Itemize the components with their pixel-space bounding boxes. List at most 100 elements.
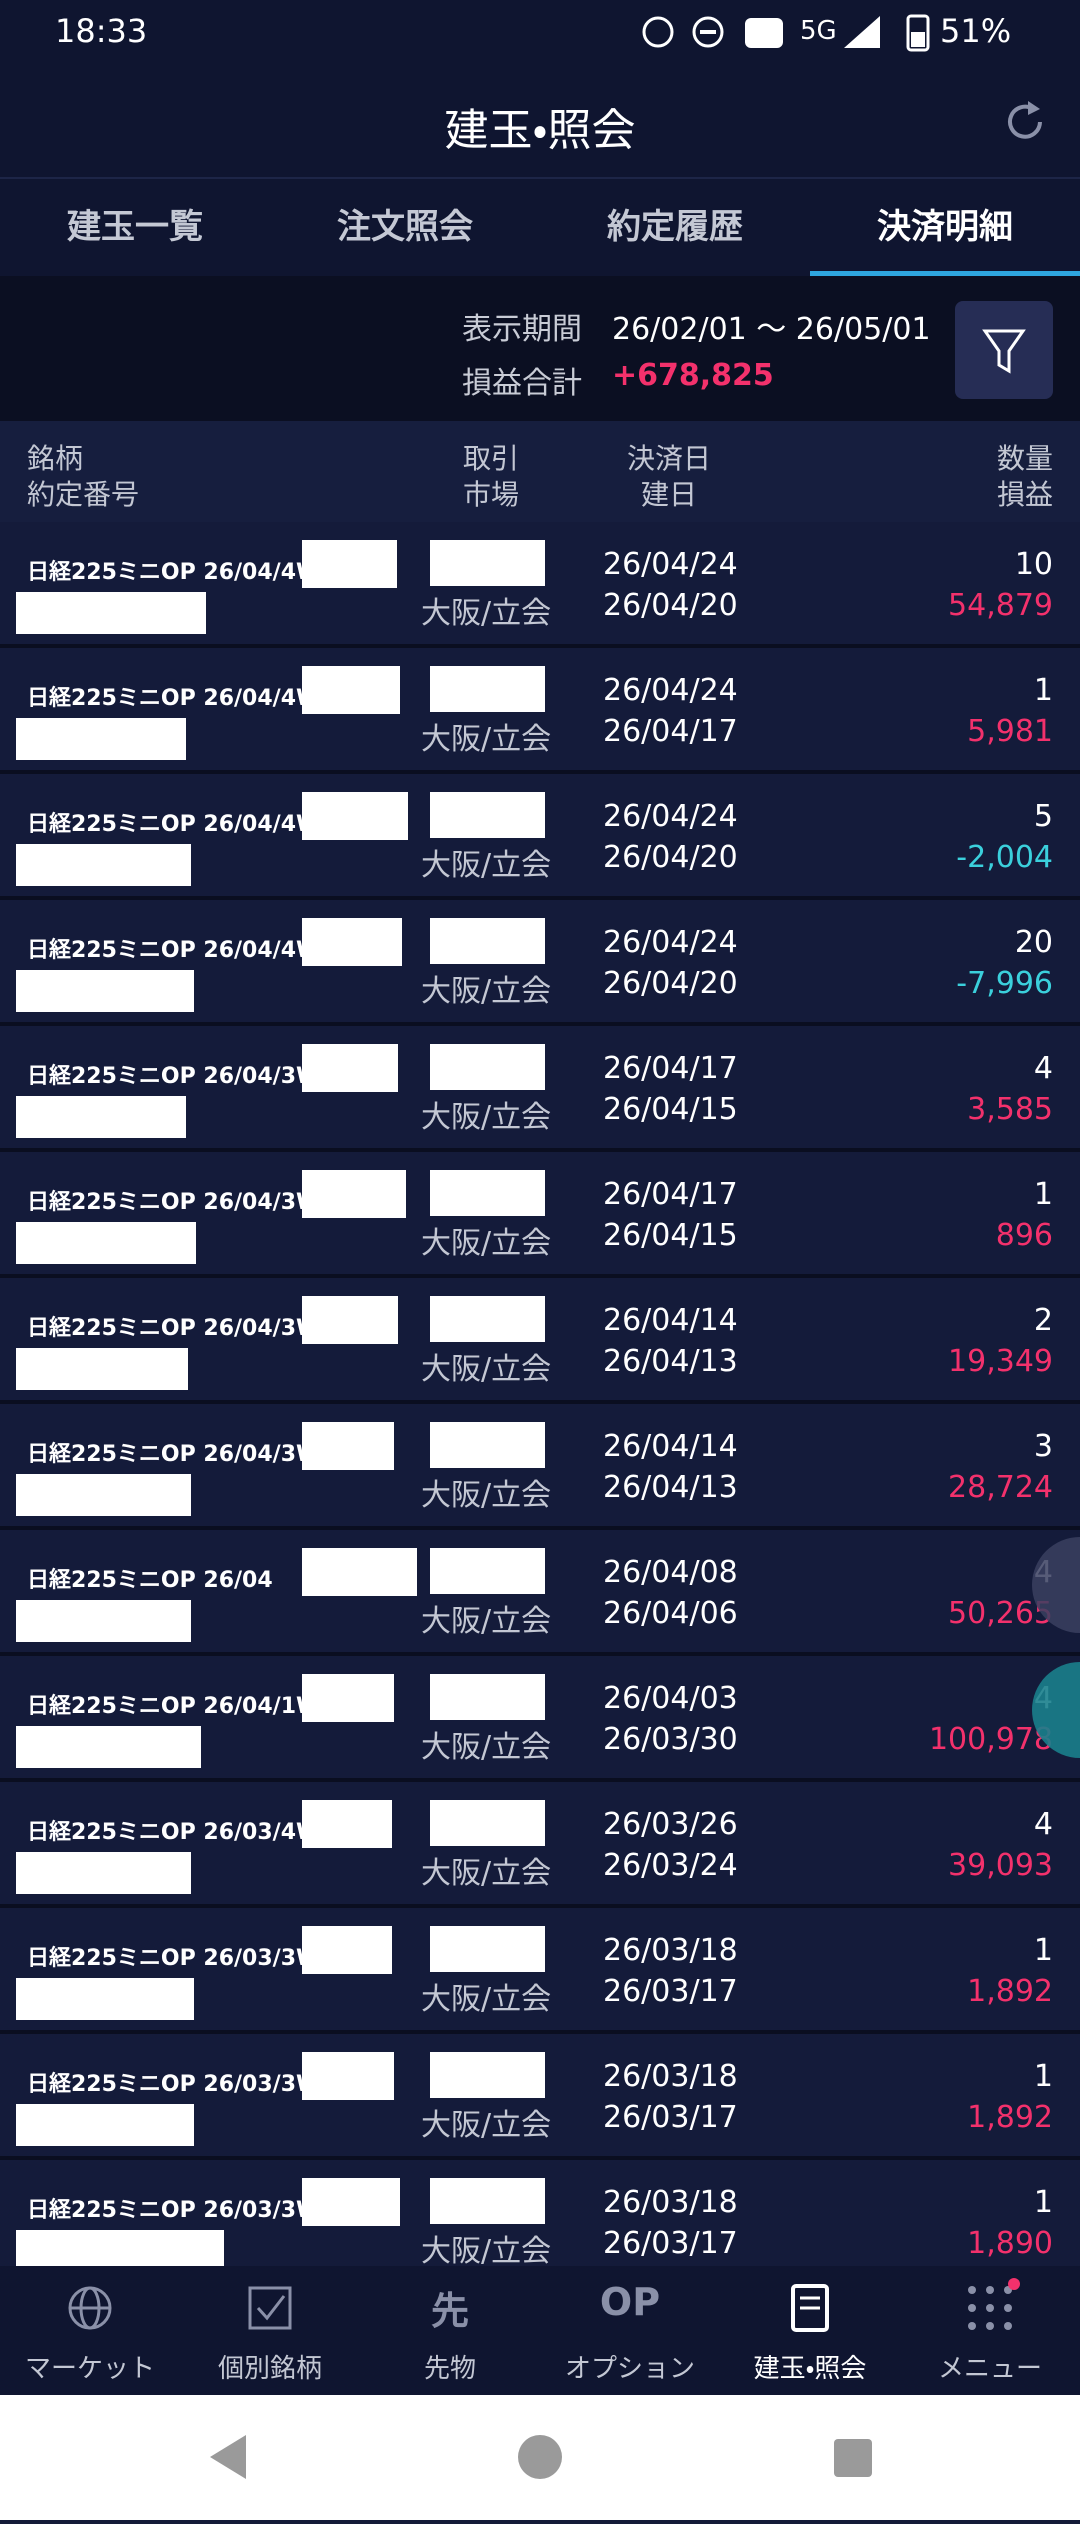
tab[interactable]: 約定履歴 — [607, 207, 743, 247]
quantity: 2 — [1033, 1303, 1053, 1338]
open-date: 26/04/20 — [603, 588, 738, 623]
quantity: 10 — [1014, 547, 1053, 582]
open-date: 26/04/06 — [603, 1596, 738, 1631]
settle-date: 26/03/26 — [603, 1807, 738, 1842]
redaction-box — [430, 2052, 545, 2098]
open-date: 26/03/30 — [603, 1722, 738, 1757]
pnl: 54,879 — [948, 588, 1053, 623]
settle-date: 26/03/18 — [603, 1933, 738, 1968]
redaction-box — [16, 1348, 188, 1390]
redaction-box — [16, 2230, 224, 2266]
settle-date: 26/03/18 — [603, 2059, 738, 2094]
pnl: 3,585 — [967, 1092, 1053, 1127]
settle-date: 26/04/03 — [603, 1681, 738, 1716]
pnl-label: 損益合計 — [462, 366, 582, 401]
nav-item[interactable]: メニュー — [900, 2266, 1080, 2395]
market: 大阪/立会 — [421, 1478, 552, 1513]
quantity: 5 — [1033, 799, 1053, 834]
quantity: 20 — [1014, 925, 1053, 960]
trade-list: 日経225ミニOP 26/04/4W 大阪/立会 26/04/24 26/04/20 1… — [0, 522, 1080, 2266]
col-settle-date: 決済日 — [627, 442, 712, 475]
tab[interactable]: 建玉一覧 — [67, 207, 203, 247]
nav-item[interactable]: 建玉・照会 — [720, 2266, 900, 2395]
nav-label: 建玉・照会 — [753, 2354, 867, 2384]
trade-row[interactable]: 日経225ミニOP 26/04/3W 大阪/立会 26/04/17 26/04/15 4… — [0, 1026, 1080, 1148]
market: 大阪/立会 — [421, 974, 552, 1009]
instrument-name: 日経225ミニOP 26/04/3W — [27, 1064, 321, 1089]
period-value: 26/02/01 〜 26/05/01 — [612, 312, 931, 347]
trade-row[interactable]: 日経225ミニOP 26/03/4W 大阪/立会 26/03/26 26/03/24 4… — [0, 1782, 1080, 1904]
redaction-box — [430, 792, 545, 838]
nav-label: マーケット — [24, 2354, 155, 2384]
trade-row[interactable]: 日経225ミニOP 26/04/1W大阪/立会26/04/0326/03/304… — [0, 1656, 1080, 1778]
quantity: 1 — [1033, 1177, 1053, 1212]
col-quantity: 数量 — [996, 442, 1053, 475]
nav-item[interactable]: OP オプション — [540, 2266, 720, 2395]
redaction-box — [430, 2178, 545, 2224]
nav-icon-text: OP — [599, 2280, 661, 2324]
nav-item[interactable]: マーケット — [0, 2266, 180, 2395]
trade-row[interactable]: 日経225ミニOP 26/03/3W 大阪/立会 26/03/18 26/03/17 1… — [0, 1908, 1080, 2030]
redaction-box — [302, 1422, 394, 1470]
bottom-nav: マーケット 個別銘柄 先先物 OP オプション 建玉・照会 メニュー — [0, 2266, 1080, 2395]
pnl: 5,981 — [967, 714, 1053, 749]
nav-item[interactable]: 先先物 — [360, 2266, 540, 2395]
settle-date: 26/04/17 — [603, 1177, 738, 1212]
redaction-box — [302, 1800, 392, 1848]
trade-row[interactable]: 日経225ミニOP 26/04/4W 大阪/立会 26/04/24 26/04/17 1… — [0, 648, 1080, 770]
filter-button[interactable] — [955, 301, 1053, 399]
tab[interactable]: 決済明細 — [810, 179, 1080, 276]
trade-row[interactable]: 日経225ミニOP 26/04大阪/立会26/04/0826/04/06450,… — [0, 1530, 1080, 1652]
open-date: 26/04/20 — [603, 966, 738, 1001]
redaction-box — [430, 1422, 545, 1468]
col-open-date: 建日 — [641, 478, 698, 511]
redaction-box — [16, 1978, 194, 2020]
redaction-box — [302, 792, 408, 840]
nav-icon-text: 先 — [430, 2289, 469, 2333]
market: 大阪/立会 — [421, 1226, 552, 1261]
tab[interactable]: 注文照会 — [337, 207, 473, 247]
open-date: 26/03/17 — [603, 2100, 738, 2135]
floating-buttons[interactable] — [1020, 1535, 1080, 1765]
redaction-box — [16, 1852, 191, 1894]
market: 大阪/立会 — [421, 848, 552, 883]
market: 大阪/立会 — [421, 722, 552, 757]
instrument-name: 日経225ミニOP 26/04/4W — [27, 812, 321, 837]
battery-icon — [906, 14, 930, 52]
redaction-box — [302, 540, 397, 588]
column-header: 銘柄 約定番号 取引 市場 決済日 建日 数量 損益 — [0, 421, 1080, 522]
redaction-box — [302, 1674, 394, 1722]
header: 建玉・照会 — [0, 64, 1080, 179]
pnl: 39,093 — [948, 1848, 1053, 1883]
redaction-box — [430, 1674, 545, 1720]
instrument-name: 日経225ミニOP 26/03/3W — [27, 2072, 321, 2097]
trade-row[interactable]: 日経225ミニOP 26/03/3W 大阪/立会 26/03/18 26/03/17 1… — [0, 2034, 1080, 2156]
trade-row[interactable]: 日経225ミニOP 26/03/3W 大阪/立会 26/03/18 26/03/17 1… — [0, 2160, 1080, 2266]
refresh-button[interactable] — [1000, 97, 1050, 147]
instrument-name: 日経225ミニOP 26/03/4W — [27, 1820, 321, 1845]
redaction-box — [302, 1548, 417, 1596]
settle-date: 26/04/24 — [603, 673, 738, 708]
settle-date: 26/04/08 — [603, 1555, 738, 1590]
trade-row[interactable]: 日経225ミニOP 26/04/4W 大阪/立会 26/04/24 26/04/20 5… — [0, 774, 1080, 896]
redaction-box — [430, 1926, 545, 1972]
redaction-box — [16, 718, 186, 760]
trade-row[interactable]: 日経225ミニOP 26/04/3W 大阪/立会 26/04/14 26/04/13 3… — [0, 1404, 1080, 1526]
redaction-box — [16, 592, 206, 634]
nav-item[interactable]: 個別銘柄 — [180, 2266, 360, 2395]
filter-icon — [982, 329, 1026, 374]
signal-icon — [844, 16, 880, 48]
settle-date: 26/04/14 — [603, 1303, 738, 1338]
trade-row[interactable]: 日経225ミニOP 26/04/3W 大阪/立会 26/04/14 26/04/13 2… — [0, 1278, 1080, 1400]
instrument-name: 日経225ミニOP 26/04/4W — [27, 560, 321, 585]
status-bar: 18:33 5G 51% — [0, 0, 1080, 64]
trade-row[interactable]: 日経225ミニOP 26/04/3W 大阪/立会 26/04/17 26/04/15 1… — [0, 1152, 1080, 1274]
col-pnl: 損益 — [996, 478, 1053, 511]
open-date: 26/03/24 — [603, 1848, 738, 1883]
trade-row[interactable]: 日経225ミニOP 26/04/4W 大阪/立会 26/04/24 26/04/20 1… — [0, 522, 1080, 644]
pnl: 28,724 — [948, 1470, 1053, 1505]
redaction-box — [302, 1170, 406, 1218]
settle-date: 26/03/18 — [603, 2185, 738, 2220]
quantity: 1 — [1033, 673, 1053, 708]
trade-row[interactable]: 日経225ミニOP 26/04/4W 大阪/立会 26/04/24 26/04/20 2… — [0, 900, 1080, 1022]
